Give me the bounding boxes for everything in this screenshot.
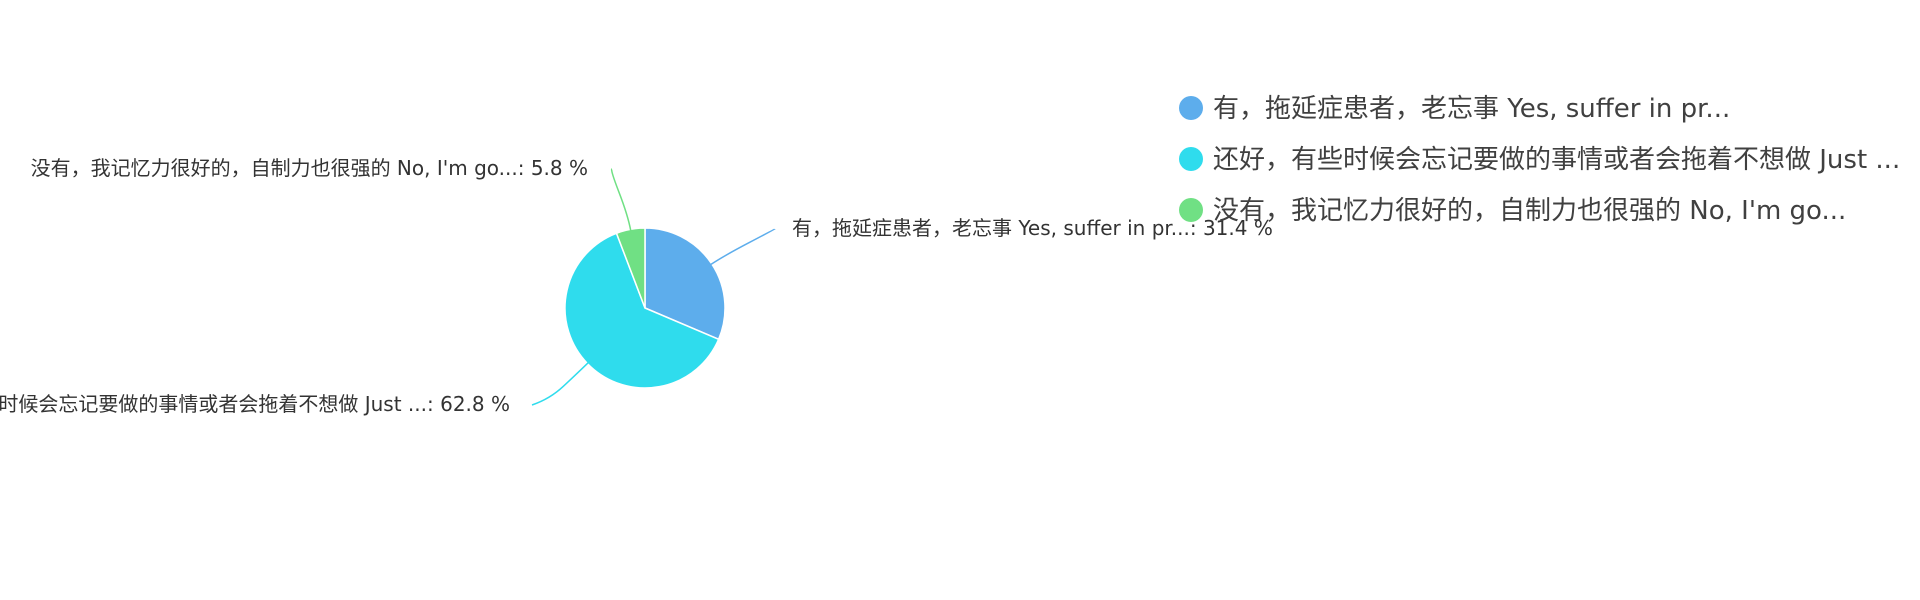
leader-line-3 xyxy=(610,168,632,232)
leader-line-2 xyxy=(531,361,590,406)
legend-marker-2[interactable] xyxy=(1179,147,1203,171)
label-leader-lines xyxy=(531,168,776,406)
legend-marker-3[interactable] xyxy=(1179,198,1203,222)
slice-data-label-3: 没有，我记忆力很好的，自制力也很强的 No, I'm go...: 5.8 % xyxy=(31,156,588,180)
legend-marker-1[interactable] xyxy=(1179,96,1203,120)
legend-label-1[interactable]: 有，拖延症患者，老忘事 Yes, suffer in pr... xyxy=(1213,94,1730,124)
legend: 有，拖延症患者，老忘事 Yes, suffer in pr... 还好，有些时候会… xyxy=(1179,94,1900,226)
leader-line-1 xyxy=(709,228,776,266)
legend-label-3[interactable]: 没有，我记忆力很好的，自制力也很强的 No, I'm go... xyxy=(1213,196,1846,226)
legend-label-2[interactable]: 还好，有些时候会忘记要做的事情或者会拖着不想做 Just ... xyxy=(1213,145,1900,175)
slice-data-label-1: 有，拖延症患者，老忘事 Yes, suffer in pr...: 31.4 % xyxy=(792,216,1273,240)
slice-data-label-2: 还好，有些时候会忘记要做的事情或者会拖着不想做 Just ...: 62.8 % xyxy=(0,392,510,416)
pie-slices xyxy=(564,227,726,389)
